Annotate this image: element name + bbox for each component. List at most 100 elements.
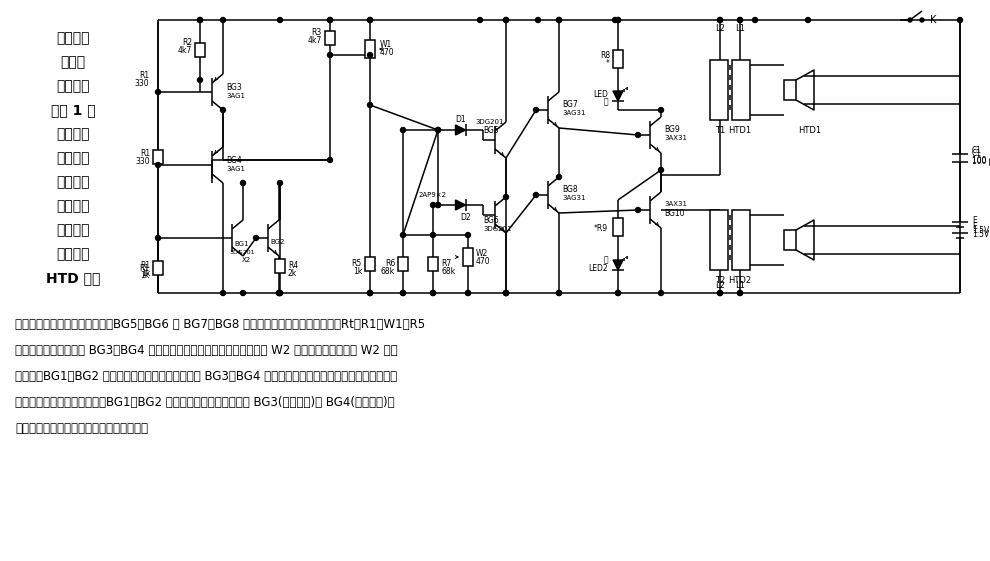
Circle shape xyxy=(752,17,757,22)
Circle shape xyxy=(908,18,912,22)
Text: 1k: 1k xyxy=(141,269,150,278)
Text: R5: R5 xyxy=(351,259,362,268)
Text: L2: L2 xyxy=(715,24,725,33)
Circle shape xyxy=(367,17,372,22)
Text: 68k: 68k xyxy=(441,266,455,275)
Polygon shape xyxy=(455,125,465,135)
Text: R1: R1 xyxy=(140,260,150,269)
Circle shape xyxy=(718,17,723,22)
Bar xyxy=(710,60,728,120)
Text: W2: W2 xyxy=(476,249,488,257)
Circle shape xyxy=(534,108,539,113)
Circle shape xyxy=(504,291,509,296)
Circle shape xyxy=(277,181,282,186)
Circle shape xyxy=(328,17,333,22)
Text: R2: R2 xyxy=(182,38,192,47)
Text: 3AX31: 3AX31 xyxy=(664,201,687,207)
Text: W1: W1 xyxy=(380,39,392,48)
Circle shape xyxy=(431,203,436,208)
Text: 1k: 1k xyxy=(352,266,362,275)
Text: 68k: 68k xyxy=(381,266,395,275)
Text: LED: LED xyxy=(593,90,608,99)
Circle shape xyxy=(504,17,509,22)
Circle shape xyxy=(613,17,618,22)
Circle shape xyxy=(431,232,436,237)
Circle shape xyxy=(431,291,436,296)
Bar xyxy=(428,257,438,271)
Circle shape xyxy=(367,291,372,296)
Text: 桥平衡，BG1、BG2 的集电极电位相等，取样三极管 BG3、BG4 截止，电子开关关闭，报警器不工作。当环: 桥平衡，BG1、BG2 的集电极电位相等，取样三极管 BG3、BG4 截止，电子… xyxy=(15,370,397,383)
Bar xyxy=(398,257,408,271)
Bar xyxy=(710,210,728,270)
Circle shape xyxy=(155,236,160,241)
Circle shape xyxy=(465,291,470,296)
Circle shape xyxy=(328,17,333,22)
Text: 1.5V: 1.5V xyxy=(972,226,989,234)
Bar xyxy=(365,257,375,271)
Bar xyxy=(784,230,796,250)
Circle shape xyxy=(534,192,539,197)
Text: X2: X2 xyxy=(242,257,251,263)
Circle shape xyxy=(328,53,333,57)
Circle shape xyxy=(436,127,441,132)
Text: L2: L2 xyxy=(715,280,725,289)
Circle shape xyxy=(465,232,470,237)
Circle shape xyxy=(616,291,621,296)
Text: 4k7: 4k7 xyxy=(308,35,322,44)
Circle shape xyxy=(616,17,621,22)
Text: BG1: BG1 xyxy=(234,241,248,247)
Text: R1: R1 xyxy=(139,71,149,80)
Circle shape xyxy=(328,158,333,163)
Text: 用电感式: 用电感式 xyxy=(56,199,90,213)
Text: 2AP9×2: 2AP9×2 xyxy=(419,192,447,198)
Circle shape xyxy=(957,17,962,22)
Circle shape xyxy=(738,291,742,296)
Text: D2: D2 xyxy=(460,213,471,222)
Text: LED2: LED2 xyxy=(588,264,608,273)
Text: C1: C1 xyxy=(972,149,982,158)
Circle shape xyxy=(556,174,561,180)
Circle shape xyxy=(504,291,509,296)
Circle shape xyxy=(431,291,436,296)
Circle shape xyxy=(738,291,742,296)
Text: 1.5V: 1.5V xyxy=(972,229,989,238)
Text: R1: R1 xyxy=(140,149,150,158)
Text: 330: 330 xyxy=(135,79,149,88)
Bar xyxy=(153,261,163,275)
Circle shape xyxy=(718,17,723,22)
Text: 出讯响，同时发光二极管发光。BG5、BG6 与 BG7、BG8 是两组电子开关兼电流放大器，Rt、R1、W1、R5: 出讯响，同时发光二极管发光。BG5、BG6 与 BG7、BG8 是两组电子开关兼… xyxy=(15,318,425,331)
Text: 通，打开相应的电子开关，发出声光报警。: 通，打开相应的电子开关，发出声光报警。 xyxy=(15,422,148,435)
Circle shape xyxy=(401,127,406,132)
Text: L1: L1 xyxy=(735,24,744,33)
Text: BG4: BG4 xyxy=(226,155,242,164)
Circle shape xyxy=(155,163,160,168)
Text: K: K xyxy=(930,15,937,25)
Circle shape xyxy=(401,291,406,296)
Bar xyxy=(195,43,205,57)
Text: R3: R3 xyxy=(312,27,322,36)
Text: 470: 470 xyxy=(380,48,395,57)
Circle shape xyxy=(477,17,482,22)
Circle shape xyxy=(658,168,663,172)
Circle shape xyxy=(436,203,441,208)
Text: 监视器: 监视器 xyxy=(60,55,85,69)
Polygon shape xyxy=(613,260,623,270)
Circle shape xyxy=(806,17,811,22)
Text: 电路，由: 电路，由 xyxy=(56,247,90,261)
Circle shape xyxy=(401,232,406,237)
Circle shape xyxy=(556,17,561,22)
Circle shape xyxy=(277,291,282,296)
Text: 红: 红 xyxy=(603,255,608,264)
Text: 4k7: 4k7 xyxy=(178,45,192,54)
Circle shape xyxy=(718,291,723,296)
Text: HTD 片发: HTD 片发 xyxy=(46,271,100,285)
Text: 环境温度: 环境温度 xyxy=(56,31,90,45)
Text: *: * xyxy=(606,58,610,67)
Circle shape xyxy=(504,291,509,296)
Circle shape xyxy=(197,77,203,82)
Circle shape xyxy=(616,291,621,296)
Text: 声电路采: 声电路采 xyxy=(56,175,90,189)
Circle shape xyxy=(658,108,663,113)
Text: 电路只要: 电路只要 xyxy=(56,79,90,93)
Circle shape xyxy=(367,103,372,108)
